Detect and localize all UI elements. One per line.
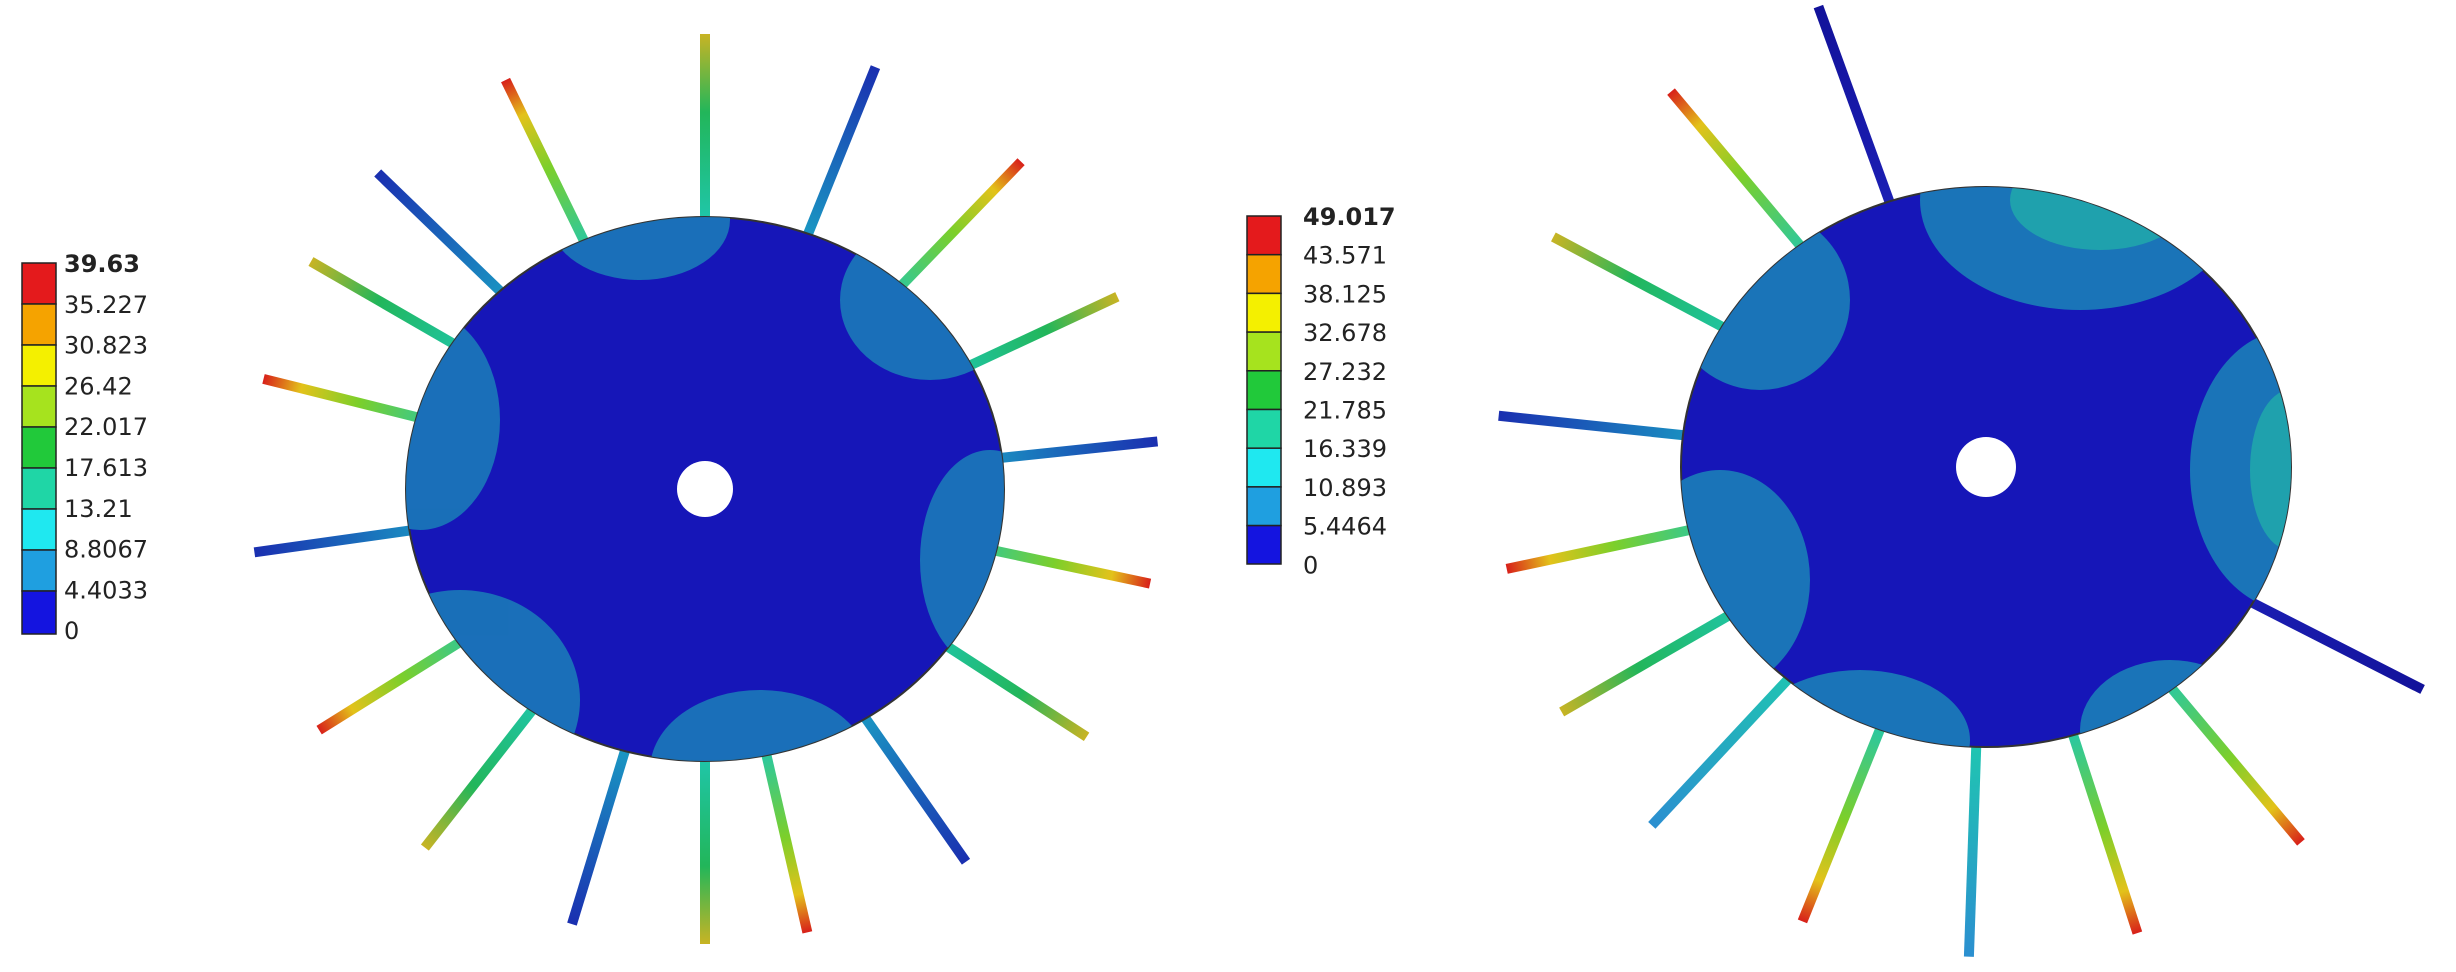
spoke bbox=[920, 626, 1090, 742]
legend-label: 22.017 bbox=[64, 413, 148, 441]
spoke bbox=[758, 741, 813, 934]
legend-label: 16.339 bbox=[1303, 435, 1387, 463]
spoke bbox=[850, 699, 971, 865]
spoke bbox=[2064, 722, 2143, 935]
legend-label: 5.4464 bbox=[1303, 513, 1387, 541]
legend-label: 30.823 bbox=[64, 332, 148, 360]
spoke bbox=[1963, 736, 1982, 957]
legend-label: 17.613 bbox=[64, 454, 148, 482]
legend-label: 43.571 bbox=[1303, 242, 1387, 270]
legend-label: 21.785 bbox=[1303, 397, 1387, 425]
spoke bbox=[253, 520, 449, 558]
spoke bbox=[262, 374, 454, 431]
spoke bbox=[797, 65, 881, 250]
spoke bbox=[1648, 661, 1806, 829]
spoke bbox=[420, 690, 549, 851]
spoke bbox=[374, 169, 522, 312]
spoke bbox=[1551, 232, 1750, 345]
legend-labels: 39.63 35.227 30.823 26.42 22.017 17.613 13.21 8… bbox=[64, 203, 1396, 645]
spoke bbox=[700, 749, 710, 944]
spoke bbox=[2224, 585, 2425, 694]
spoke bbox=[316, 622, 488, 735]
legend-label: 10.893 bbox=[1303, 474, 1387, 502]
spoke bbox=[1667, 88, 1817, 264]
legend-left bbox=[21, 262, 57, 635]
spoke bbox=[2155, 670, 2305, 846]
legend-label: 0 bbox=[64, 617, 79, 645]
legend-label: 27.232 bbox=[1303, 358, 1387, 386]
legend-label: 32.678 bbox=[1303, 319, 1387, 347]
disc-right bbox=[1680, 186, 2292, 748]
spoke bbox=[1498, 410, 1719, 444]
spoke bbox=[567, 736, 634, 926]
spoke bbox=[700, 34, 710, 229]
spoke bbox=[1559, 597, 1755, 717]
legend-label: 0 bbox=[1303, 551, 1318, 579]
legend-label: 38.125 bbox=[1303, 280, 1387, 308]
spokes bbox=[253, 4, 2425, 957]
spoke bbox=[1797, 715, 1890, 924]
legend-right bbox=[1246, 215, 1282, 565]
spoke bbox=[1505, 518, 1723, 574]
spoke bbox=[1813, 4, 1899, 215]
legend-label: 26.42 bbox=[64, 372, 133, 400]
spoke bbox=[501, 77, 596, 258]
legend-label: 13.21 bbox=[64, 495, 133, 523]
legend-label: 8.8067 bbox=[64, 536, 148, 564]
spoke bbox=[963, 436, 1159, 467]
legend-label: 49.017 bbox=[1303, 203, 1396, 231]
legend-label: 39.63 bbox=[64, 250, 140, 278]
spoke bbox=[938, 292, 1120, 384]
spoke bbox=[958, 538, 1152, 589]
legend-label: 35.227 bbox=[64, 291, 148, 319]
spoke bbox=[882, 158, 1025, 306]
legend-label: 4.4033 bbox=[64, 576, 148, 604]
spoke bbox=[308, 257, 483, 364]
disc-left bbox=[405, 216, 1005, 762]
